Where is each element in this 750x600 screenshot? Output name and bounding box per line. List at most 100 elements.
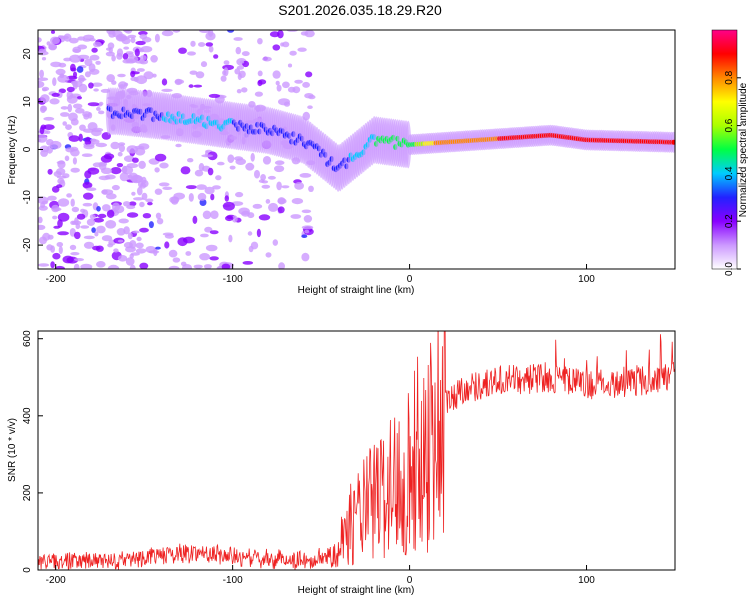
spectrogram-noise-blob bbox=[54, 265, 66, 269]
spectrogram-noise-blob bbox=[38, 37, 42, 43]
spectrogram-noise-blob bbox=[91, 227, 96, 233]
spectrogram-noise-blob bbox=[104, 174, 116, 180]
spectrogram-noise-blob bbox=[42, 232, 51, 241]
spectrogram-noise-blob bbox=[172, 257, 181, 263]
spectrogram-noise-blob bbox=[155, 212, 162, 219]
spectrogram-noise-blob bbox=[57, 231, 69, 236]
snr-xtick-label: -100 bbox=[223, 575, 243, 586]
spectrogram-noise-blob bbox=[38, 205, 48, 211]
spectrogram-noise-blob bbox=[70, 220, 76, 225]
spectrogram-noise-blob bbox=[164, 234, 174, 239]
spectrogram-ytick-label: -20 bbox=[22, 237, 33, 252]
spectrogram-noise-blob bbox=[193, 264, 203, 269]
spectrogram-noise-blob bbox=[257, 38, 263, 45]
spectrogram-noise-blob bbox=[83, 144, 95, 150]
spectrogram-noise-blob bbox=[86, 218, 96, 226]
spectrogram-noise-blob bbox=[258, 79, 267, 85]
spectrogram-noise-blob bbox=[210, 210, 219, 219]
spectrogram-noise-blob bbox=[129, 264, 136, 269]
spectrogram-noise-blob bbox=[247, 231, 253, 236]
spectrogram-noise-blob bbox=[135, 40, 146, 46]
spectrogram-noise-blob bbox=[278, 98, 290, 106]
spectrogram-noise-blob bbox=[139, 262, 149, 269]
spectrogram-noise-blob bbox=[276, 181, 282, 191]
spectrogram-noise-blob bbox=[52, 252, 61, 260]
spectrogram-noise-blob bbox=[51, 30, 55, 34]
spectrogram-noise-blob bbox=[66, 256, 79, 264]
spectrogram-noise-blob bbox=[76, 96, 82, 100]
spectrogram-noise-blob bbox=[131, 191, 136, 196]
spectrogram-noise-blob bbox=[289, 50, 297, 56]
spectrogram-noise-blob bbox=[224, 195, 229, 202]
spectrogram-noise-blob bbox=[67, 103, 73, 113]
spectrogram-noise-blob bbox=[57, 74, 70, 83]
spectrogram-noise-blob bbox=[123, 201, 131, 207]
spectrogram-noise-blob bbox=[223, 60, 230, 65]
spectrogram-noise-blob bbox=[123, 242, 133, 249]
spectrogram-noise-blob bbox=[70, 252, 80, 256]
spectrogram-noise-blob bbox=[117, 151, 123, 157]
spectrogram-noise-blob bbox=[55, 68, 66, 76]
spectrogram-noise-blob bbox=[76, 213, 86, 220]
spectrogram-noise-blob bbox=[254, 91, 263, 97]
snr-frame bbox=[37, 330, 676, 571]
spectrogram-noise-blob bbox=[101, 189, 108, 195]
spectrogram-noise-blob bbox=[110, 141, 120, 150]
colorbar-tick-label: 0.6 bbox=[724, 118, 735, 132]
spectrogram-noise-blob bbox=[174, 78, 183, 86]
spectrogram-noise-blob bbox=[192, 215, 198, 224]
spectrogram-noise-blob bbox=[245, 162, 255, 171]
spectrogram-noise-blob bbox=[161, 30, 174, 37]
spectrogram-noise-blob bbox=[52, 77, 57, 87]
spectrogram-noise-blob bbox=[217, 161, 225, 166]
spectrogram-noise-blob bbox=[106, 74, 115, 83]
spectrogram-noise-blob bbox=[200, 61, 208, 68]
spectrogram-noise-blob bbox=[168, 249, 178, 258]
spectrogram-noise-blob bbox=[118, 144, 125, 153]
spectrogram-noise-blob bbox=[276, 84, 282, 92]
spectrogram-noise-blob bbox=[126, 163, 139, 169]
spectrogram-noise-blob bbox=[97, 213, 107, 219]
spectrogram-ridge-cell bbox=[671, 139, 675, 145]
snr-series-line bbox=[38, 331, 675, 570]
spectrogram-noise-blob bbox=[135, 242, 144, 249]
spectrogram-noise-blob bbox=[66, 86, 75, 93]
snr-xtick-label: -200 bbox=[46, 575, 66, 586]
spectrogram-noise-blob bbox=[304, 229, 310, 234]
spectrogram-noise-blob bbox=[294, 182, 304, 190]
spectrogram-noise-blob bbox=[100, 167, 113, 174]
spectrogram-noise-blob bbox=[74, 258, 84, 262]
spectrogram-noise-blob bbox=[94, 231, 99, 237]
snr-axes: -200 -100 0 100 0 200 400 600 bbox=[22, 330, 595, 586]
spectrogram-noise-blob bbox=[162, 186, 173, 190]
snr-background bbox=[38, 331, 675, 570]
spectrogram-noise-blob bbox=[204, 226, 213, 233]
spectrogram-noise-blob bbox=[84, 136, 92, 146]
spectrogram-noise-blob bbox=[87, 102, 100, 107]
spectrogram-noise-blob bbox=[47, 168, 53, 175]
spectrogram-noise-blob bbox=[50, 36, 60, 45]
spectrogram-noise-blob bbox=[41, 200, 48, 205]
spectrogram-noise-blob bbox=[237, 72, 242, 81]
spectrogram-noise-blob bbox=[229, 165, 236, 170]
spectrogram-noise-blob bbox=[65, 124, 72, 130]
spectrogram-noise-blob bbox=[38, 80, 45, 88]
spectrogram-noise-blob bbox=[98, 161, 108, 167]
spectrogram-noise-blob bbox=[135, 75, 148, 85]
spectrogram-noise-blob bbox=[254, 169, 260, 179]
spectrogram-noise-blob bbox=[274, 165, 285, 173]
spectrogram-noise-blob bbox=[275, 80, 280, 86]
spectrogram-noise-blob bbox=[96, 261, 106, 268]
spectrogram-noise-blob bbox=[80, 263, 93, 269]
spectrogram-noise-blob bbox=[57, 219, 63, 228]
spectrogram-noise-blob bbox=[265, 252, 272, 258]
spectrogram-noise-blob bbox=[87, 167, 100, 175]
spectrogram-noise-blob bbox=[147, 201, 153, 206]
spectrogram-noise-blob bbox=[172, 30, 181, 33]
spectrogram-noise-blob bbox=[129, 253, 134, 259]
spectrogram-noise-blob bbox=[123, 226, 130, 235]
spectrogram-noise-blob bbox=[209, 256, 219, 261]
spectrogram-noise-blob bbox=[195, 71, 205, 79]
